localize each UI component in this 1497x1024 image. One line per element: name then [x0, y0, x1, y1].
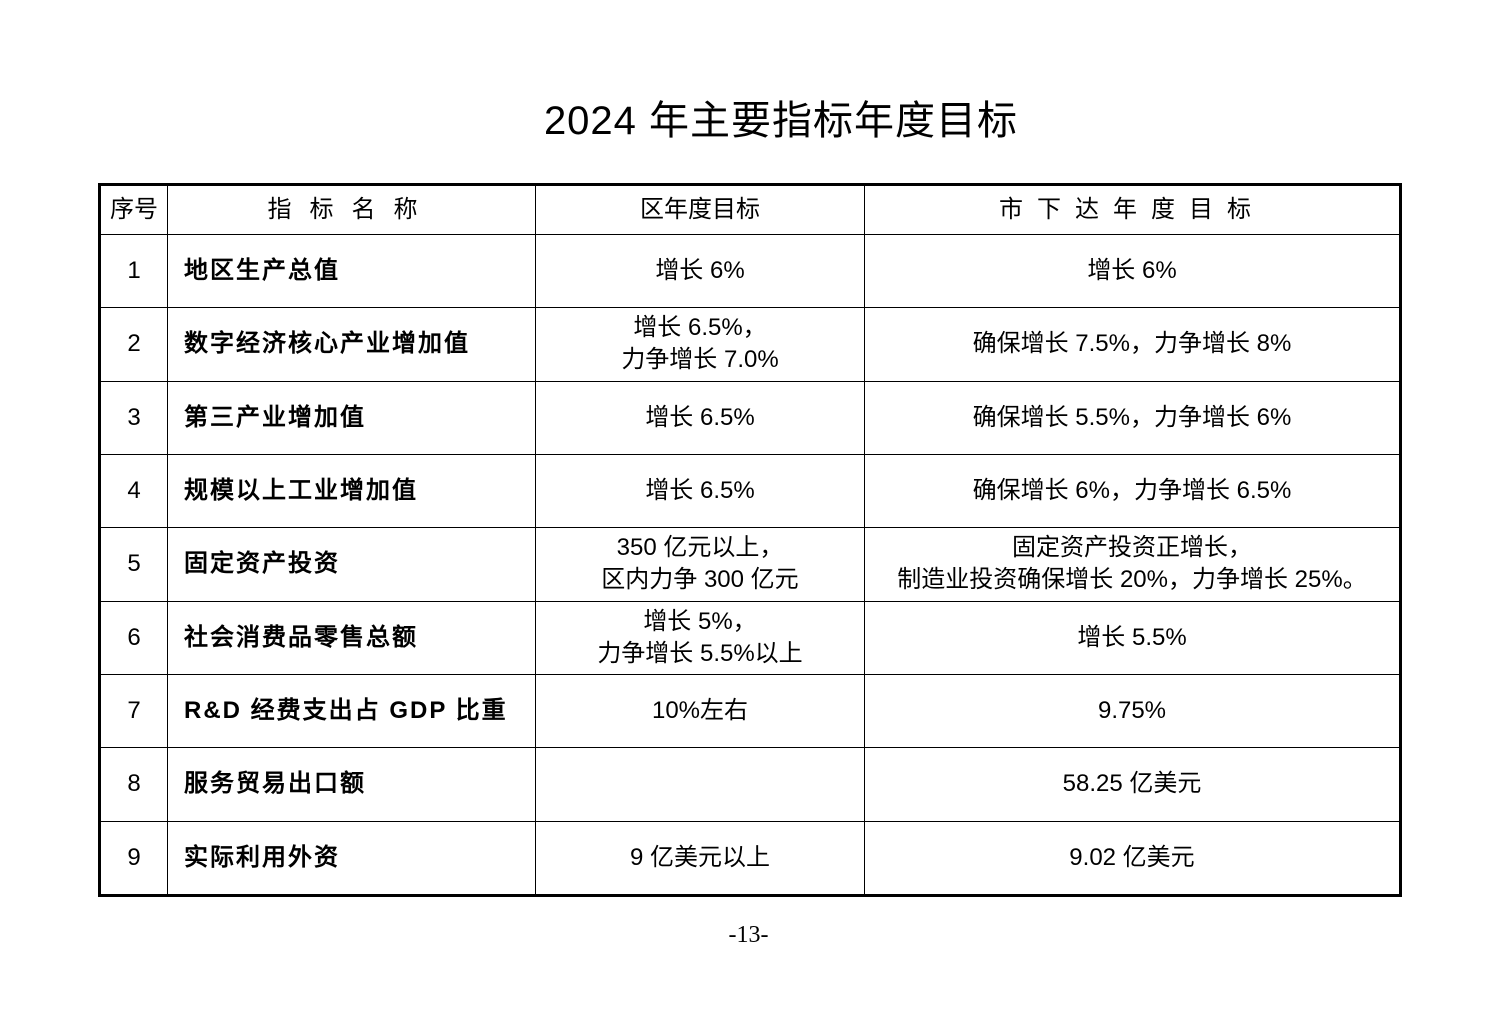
indicator-name: 数字经济核心产业增加值 [167, 307, 536, 382]
table-row: 1 地区生产总值 增长 6% 增长 6% [99, 233, 1401, 309]
table-row: 2 数字经济核心产业增加值 增长 6.5%， 力争增长 7.0% 确保增长 7.5%，… [99, 307, 1401, 382]
table-header-row: 序号 指标名称 区年度目标 市下达年度目标 [99, 184, 1401, 235]
city-target: 增长 5.5% [864, 600, 1401, 675]
district-target: 增长 6.5% [535, 380, 865, 455]
row-number: 3 [99, 380, 168, 455]
page-title: 2024 年主要指标年度目标 [543, 99, 1019, 143]
table-row: 9 实际利用外资 9 亿美元以上 9.02 亿美元 [99, 820, 1401, 897]
indicator-name: 实际利用外资 [167, 820, 536, 897]
table-row: 6 社会消费品零售总额 增长 5%， 力争增长 5.5%以上 增长 5.5% [99, 600, 1401, 675]
district-target: 增长 6% [535, 233, 865, 309]
header-district-target: 区年度目标 [535, 184, 865, 235]
city-target: 固定资产投资正增长， 制造业投资确保增长 20%，力争增长 25%。 [864, 527, 1401, 602]
page-number: -13- [728, 922, 769, 948]
city-target: 确保增长 5.5%，力争增长 6% [864, 380, 1401, 455]
indicator-name: 服务贸易出口额 [167, 747, 536, 822]
row-number: 8 [99, 747, 168, 822]
indicator-name: 地区生产总值 [167, 233, 536, 309]
city-target: 增长 6% [864, 233, 1401, 309]
city-target: 确保增长 6%，力争增长 6.5% [864, 453, 1401, 529]
row-number: 6 [99, 600, 168, 675]
city-target: 9.02 亿美元 [864, 820, 1401, 897]
table-row: 3 第三产业增加值 增长 6.5% 确保增长 5.5%，力争增长 6% [99, 380, 1401, 455]
row-number: 2 [99, 307, 168, 382]
header-no: 序号 [99, 184, 168, 235]
header-name: 指标名称 [167, 184, 536, 235]
indicator-name: 社会消费品零售总额 [167, 600, 536, 675]
district-target: 9 亿美元以上 [535, 820, 865, 897]
row-number: 4 [99, 453, 168, 529]
city-target: 58.25 亿美元 [864, 747, 1401, 822]
row-number: 5 [99, 527, 168, 602]
row-number: 1 [99, 233, 168, 309]
district-target: 10%左右 [535, 673, 865, 749]
table-row: 4 规模以上工业增加值 增长 6.5% 确保增长 6%，力争增长 6.5% [99, 453, 1401, 529]
district-target: 增长 5%， 力争增长 5.5%以上 [535, 600, 865, 675]
targets-table: 序号 指标名称 区年度目标 市下达年度目标 1 地区生产总值 增长 6% 增长 6% 2… [98, 183, 1402, 897]
indicator-name: 固定资产投资 [167, 527, 536, 602]
header-city-target: 市下达年度目标 [864, 184, 1401, 235]
city-target: 9.75% [864, 673, 1401, 749]
district-target [535, 747, 865, 822]
table-row: 8 服务贸易出口额 58.25 亿美元 [99, 747, 1401, 822]
table-row: 5 固定资产投资 350 亿元以上， 区内力争 300 亿元 固定资产投资正增长， 制… [99, 527, 1401, 602]
row-number: 7 [99, 673, 168, 749]
district-target: 增长 6.5% [535, 453, 865, 529]
indicator-name: R&D 经费支出占 GDP 比重 [167, 673, 536, 749]
city-target: 确保增长 7.5%，力争增长 8% [864, 307, 1401, 382]
indicator-name: 规模以上工业增加值 [167, 453, 536, 529]
row-number: 9 [99, 820, 168, 897]
district-target: 增长 6.5%， 力争增长 7.0% [535, 307, 865, 382]
indicator-name: 第三产业增加值 [167, 380, 536, 455]
district-target: 350 亿元以上， 区内力争 300 亿元 [535, 527, 865, 602]
table-row: 7 R&D 经费支出占 GDP 比重 10%左右 9.75% [99, 673, 1401, 749]
